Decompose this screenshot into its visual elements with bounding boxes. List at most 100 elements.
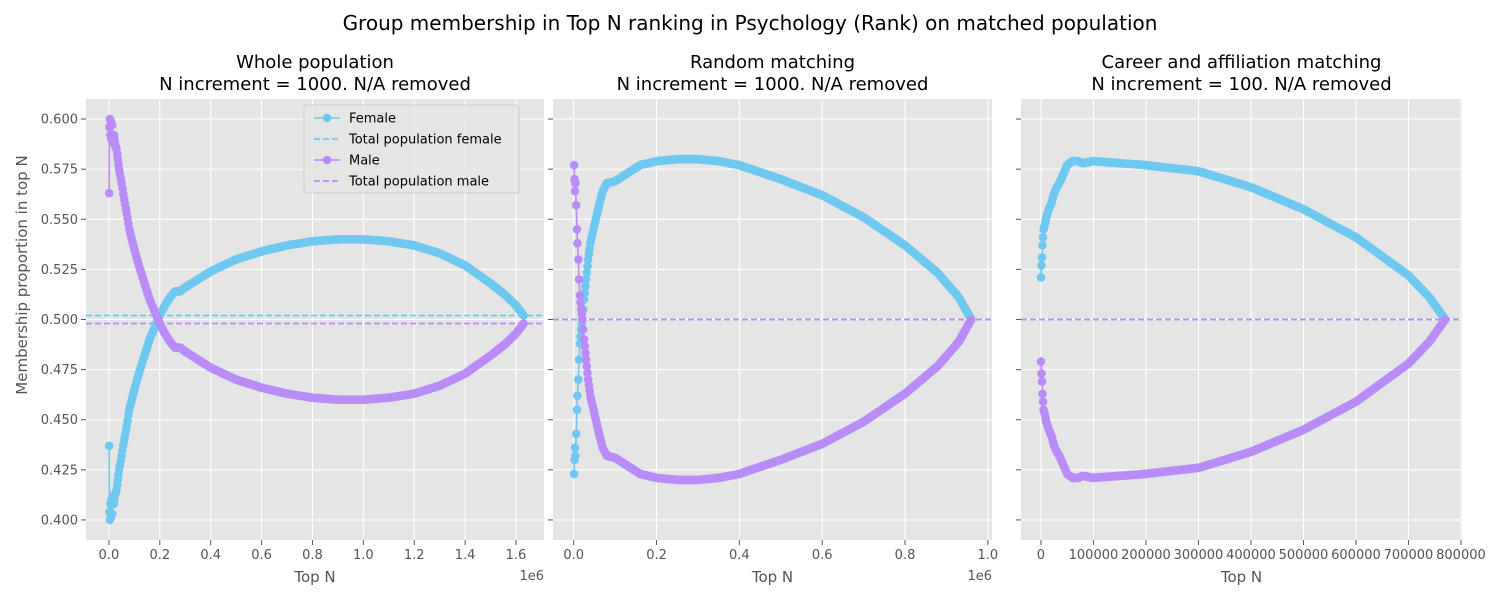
series-male-point: [1036, 357, 1046, 366]
panel-subtitle: N increment = 1000. N/A removed: [159, 74, 471, 95]
series-male-point: [580, 341, 590, 351]
x-tick-label: 700000: [1384, 548, 1434, 563]
y-tick-label: 0.400: [41, 513, 78, 528]
chart-panel-1: 0.400 0.425 0.450 0.475 0.500 0.525 0.550 0.575…: [41, 52, 544, 586]
series-male-point: [573, 239, 582, 248]
x-tick-label: 400000: [1226, 548, 1276, 563]
x-tick-label: 0.4: [200, 548, 221, 563]
series-female-point: [574, 375, 583, 384]
series-male-point: [569, 160, 579, 170]
series-female-point: [1037, 261, 1046, 270]
series-female-point: [104, 441, 114, 451]
panel-subtitle: N increment = 100. N/A removed: [1091, 74, 1391, 95]
series-male-point: [581, 355, 591, 364]
legend-box: [303, 104, 520, 194]
x-tick-label: 0.0: [563, 548, 584, 563]
series-male-point: [574, 255, 583, 264]
legend-label: Total population female: [348, 133, 502, 148]
series-female-point: [581, 275, 591, 284]
panel-subtitle: N increment = 1000. N/A removed: [617, 74, 929, 95]
series-male: [104, 114, 528, 405]
x-tick-label: 0.4: [729, 548, 750, 563]
x-tick-label: 0.2: [646, 548, 667, 563]
series-male-point: [582, 362, 592, 371]
series-female-point: [1038, 233, 1048, 242]
figure-title: Group membership in Top N ranking in Psy…: [343, 11, 1158, 35]
y-tick-label: 0.575: [41, 163, 78, 178]
series-female-point: [582, 268, 592, 278]
legend-marker: [322, 155, 332, 165]
y-tick-label: 0.525: [41, 263, 78, 278]
series-layer: [1021, 156, 1462, 483]
series-layer: [86, 114, 544, 525]
series-female-point: [571, 429, 581, 439]
x-tick-label: 1.4: [455, 548, 476, 563]
x-tick-label: 1.0: [978, 548, 999, 563]
series-female-point: [1037, 253, 1047, 262]
legend-label: Male: [349, 154, 380, 169]
x-tick-label: 1.6: [506, 548, 527, 563]
legend-label: Total population male: [348, 175, 489, 190]
series-female-point: [572, 405, 582, 415]
y-tick-label: 0.475: [41, 363, 78, 378]
series-male-point: [571, 200, 581, 210]
x-tick-label: 300000: [1174, 548, 1224, 563]
x-axis-label: Top N: [293, 568, 335, 586]
x-tick-label: 500000: [1279, 548, 1329, 563]
series-male-point: [578, 315, 587, 324]
x-tick-label: 0: [1037, 548, 1045, 563]
series-male-point: [1038, 389, 1047, 399]
x-tick-label: 600000: [1331, 548, 1381, 563]
series-female-point: [570, 443, 580, 453]
x-offset-label: 1e6: [519, 569, 544, 584]
series-male: [569, 160, 976, 485]
series-male: [1036, 315, 1450, 483]
x-tick-label: 0.8: [895, 548, 916, 563]
series-male-point: [967, 315, 976, 324]
series-male-point: [575, 291, 585, 300]
x-offset-label: 1e6: [967, 569, 992, 584]
chart-panel-3: 0 100000 200000 300000 400000 500000 600000 700…: [1016, 52, 1486, 586]
series-male-point: [1440, 315, 1450, 324]
x-tick-label: 0.6: [812, 548, 833, 563]
series-male-point: [578, 325, 588, 334]
series-male-point: [581, 348, 590, 358]
series-male-point: [571, 178, 580, 188]
y-tick-label: 0.425: [41, 463, 78, 478]
series-male-point: [574, 275, 584, 284]
series-male-point: [583, 368, 592, 378]
series-female-point: [569, 469, 579, 479]
series-male-point: [579, 335, 589, 344]
series-female-point: [574, 355, 584, 364]
x-axis-label: Top N: [1220, 568, 1262, 586]
y-tick-label: 0.450: [41, 413, 78, 428]
x-tick-label: 0.6: [251, 548, 272, 563]
panel-title: Career and affiliation matching: [1102, 52, 1382, 73]
chart-panels: 0.400 0.425 0.450 0.475 0.500 0.525 0.550 0.575…: [41, 52, 1486, 586]
legend-label: Female: [349, 112, 396, 127]
y-tick-label: 0.500: [41, 313, 78, 328]
series-male-point: [576, 298, 585, 307]
x-tick-label: 200000: [1121, 548, 1171, 563]
x-tick-label: 0.8: [302, 548, 323, 563]
x-axis-label: Top N: [751, 568, 793, 586]
x-tick-label: 800000: [1436, 548, 1486, 563]
x-tick-label: 0.0: [99, 548, 120, 563]
legend: Female Total population female Male Total p…: [303, 104, 520, 194]
series-male-point: [572, 225, 582, 234]
series-female: [1036, 156, 1450, 324]
series-male-point: [1037, 369, 1046, 378]
series-layer: [553, 154, 992, 485]
x-tick-label: 100000: [1069, 548, 1119, 563]
series-female-point: [107, 509, 117, 519]
series-male-point: [107, 120, 117, 130]
series-female-point: [583, 261, 592, 271]
x-tick-label: 1.2: [404, 548, 425, 563]
series-female-point: [519, 311, 528, 320]
x-tick-label: 1.0: [353, 548, 374, 563]
legend-marker: [322, 113, 332, 123]
series-female-point: [573, 391, 582, 401]
